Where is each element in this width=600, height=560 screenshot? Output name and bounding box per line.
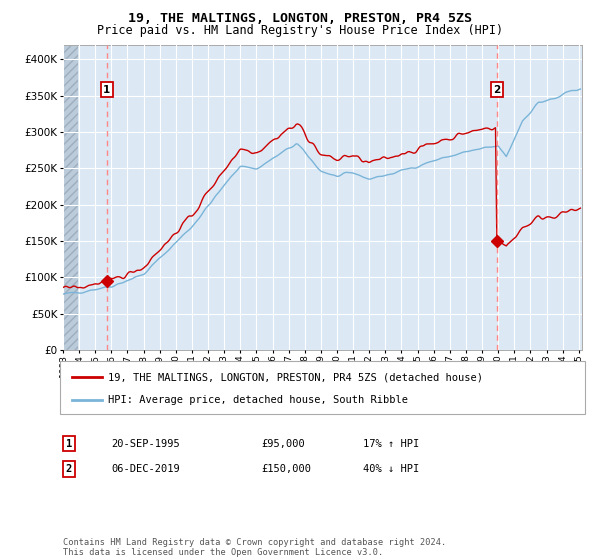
Text: 20-SEP-1995: 20-SEP-1995 [111,438,180,449]
Text: 40% ↓ HPI: 40% ↓ HPI [363,464,419,474]
Text: £150,000: £150,000 [261,464,311,474]
Text: 17% ↑ HPI: 17% ↑ HPI [363,438,419,449]
Text: 06-DEC-2019: 06-DEC-2019 [111,464,180,474]
Text: 19, THE MALTINGS, LONGTON, PRESTON, PR4 5ZS: 19, THE MALTINGS, LONGTON, PRESTON, PR4 … [128,12,472,25]
Text: Price paid vs. HM Land Registry's House Price Index (HPI): Price paid vs. HM Land Registry's House … [97,24,503,36]
Text: HPI: Average price, detached house, South Ribble: HPI: Average price, detached house, Sout… [108,395,408,405]
Text: 2: 2 [493,85,500,95]
Text: 2: 2 [66,464,72,474]
Text: Contains HM Land Registry data © Crown copyright and database right 2024.
This d: Contains HM Land Registry data © Crown c… [63,538,446,557]
Text: £95,000: £95,000 [261,438,305,449]
Text: 1: 1 [103,85,110,95]
Text: 19, THE MALTINGS, LONGTON, PRESTON, PR4 5ZS (detached house): 19, THE MALTINGS, LONGTON, PRESTON, PR4 … [108,372,483,382]
Text: 1: 1 [66,438,72,449]
Bar [63,45,77,350]
